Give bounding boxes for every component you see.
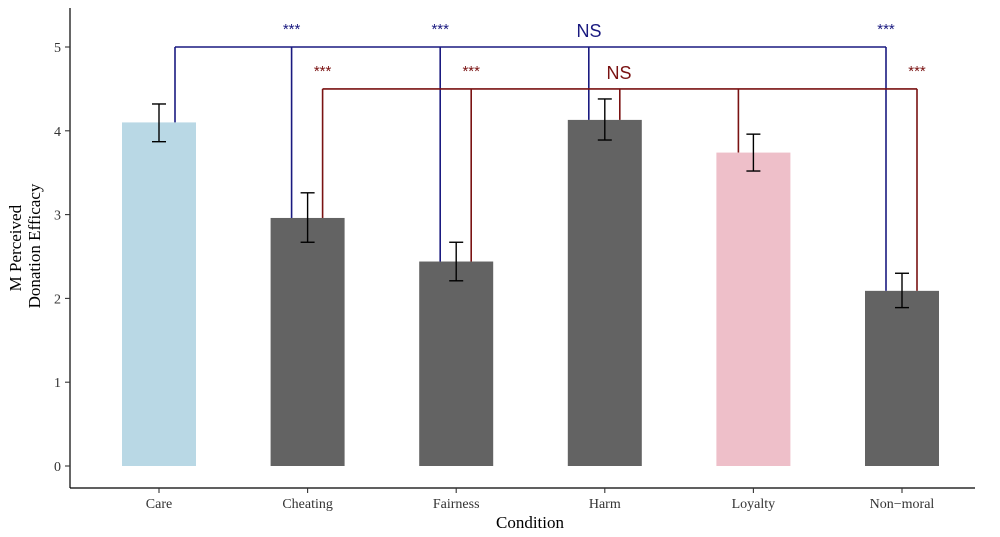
significance-label: *** [462,63,480,80]
comparison-bracket-loyalty [321,88,918,291]
bar-care [122,122,196,467]
y-axis-title-line-2: Donation Efficacy [25,183,44,308]
comparison-brackets [174,46,918,291]
y-tick-label: 1 [54,376,61,391]
y-tick-label: 2 [54,292,61,307]
significance-label: *** [908,63,926,80]
y-tick-label: 3 [54,209,61,224]
significance-label: *** [283,21,301,38]
bar-cheating [270,217,345,466]
x-axis-title: Condition [496,513,565,532]
y-tick-label: 0 [54,460,61,475]
bar-loyalty [716,152,791,466]
error-bar [449,241,464,282]
bar-non-moral [865,290,939,466]
x-tick-label: Fairness [433,497,480,512]
error-bars [152,98,909,309]
bars [122,119,939,467]
significance-labels: *** *** NS *** *** *** NS *** [283,21,926,83]
x-tick-label: Care [146,497,172,512]
error-bar [895,272,909,309]
error-bar [597,98,612,141]
y-tick-label: 5 [54,41,61,56]
significance-label: NS [576,21,601,41]
bar-fairness [419,261,494,466]
y-axis-title: M Perceived Donation Efficacy [6,183,44,308]
significance-label: *** [314,63,332,80]
x-tick-label: Loyalty [732,497,776,512]
significance-label: NS [606,63,631,83]
significance-label: *** [877,21,895,38]
y-tick-label: 4 [54,125,61,140]
error-bar [152,103,166,143]
error-bar [746,133,761,172]
x-ticks: Care Cheating Fairness Harm Loyalty Non−moral [146,488,935,512]
axes [69,8,975,489]
x-tick-label: Non−moral [870,497,935,512]
x-tick-label: Cheating [282,497,333,512]
y-ticks: 0 1 2 3 4 5 [54,41,70,475]
comparison-bracket-care [174,46,887,291]
x-tick-label: Harm [589,497,621,512]
error-bar [300,192,315,243]
significance-label: *** [431,21,449,38]
y-axis-title-line-1: M Perceived [6,204,25,291]
bar-harm [567,119,642,466]
